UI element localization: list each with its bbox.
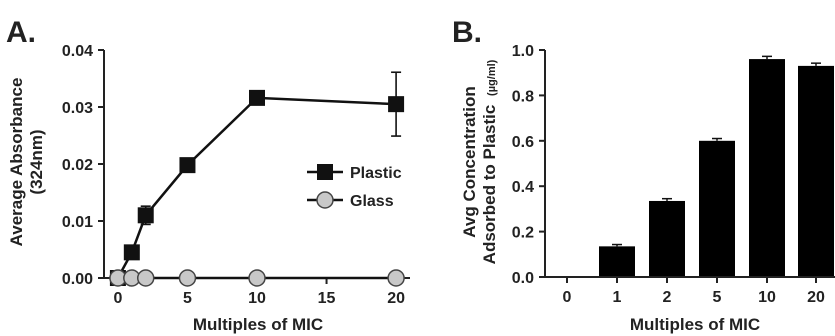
panel-a-x-tick-label: 10 <box>248 290 266 307</box>
series-plastic-line <box>116 96 397 279</box>
series-glass-point <box>248 269 266 287</box>
panel-b-y-tick-label: 0.6 <box>512 134 534 151</box>
series-plastic-point <box>123 244 140 261</box>
series-glass-point <box>387 269 405 287</box>
bar-20 <box>798 65 834 277</box>
panel-a-x-tick-label: 15 <box>318 290 336 307</box>
bar-10 <box>749 59 785 277</box>
panel-b-y-tick-label: 1.0 <box>512 43 534 60</box>
panel-b-y-axis-title: Avg Concentration Adsorbed to Plastic (µ… <box>460 59 499 264</box>
series-plastic-point <box>179 157 196 174</box>
legend-plastic-label: Plastic <box>350 165 402 182</box>
panel-a-x-tick-label: 0 <box>113 290 122 307</box>
panel-b-y-tick-label: 0.4 <box>512 179 534 196</box>
panel-a: A. Average Absorbance (324nm) 0.00 0.01 0.… <box>6 16 410 334</box>
legend-glass-label: Glass <box>350 193 394 210</box>
panel-a-y-tick-label: 0.01 <box>62 214 93 231</box>
panel-a-y-axis-title-line-2: (324nm) <box>27 129 46 194</box>
bar-2 <box>649 200 685 277</box>
panel-b-y-tick-label: 0.2 <box>512 225 534 242</box>
panel-a-y-tick-label: 0.03 <box>62 100 93 117</box>
panel-b-y-axis-title-line-2: Adsorbed to Plastic (µg/ml) <box>480 59 499 264</box>
panel-a-y-tick-label: 0.00 <box>62 271 93 288</box>
panel-b: B. Avg Concentration Adsorbed to Plastic… <box>452 16 835 334</box>
panel-b-x-tick-label: 10 <box>758 289 776 306</box>
panel-b-x-tick-label: 20 <box>807 289 825 306</box>
panel-a-legend: Plastic Glass <box>307 164 402 210</box>
panel-b-x-tick-label: 2 <box>663 289 672 306</box>
series-glass-point <box>178 269 197 287</box>
panel-b-y-axis-unit: (µg/ml) <box>486 59 498 96</box>
panel-a-y-tick-label: 0.04 <box>62 43 93 60</box>
panel-a-x-tick-label: 5 <box>183 290 192 307</box>
series-plastic-point <box>388 96 405 113</box>
bar-5 <box>699 140 735 277</box>
bar-1 <box>599 246 635 277</box>
series-plastic-point <box>137 207 154 224</box>
panel-b-x-tick-label: 0 <box>563 289 572 306</box>
legend-glass-marker <box>316 191 334 209</box>
panel-a-y-axis-title-line-1: Average Absorbance <box>7 78 26 247</box>
panel-a-label: A. <box>6 16 36 49</box>
series-glass-point <box>136 269 155 287</box>
panel-b-x-axis-title: Multiples of MIC <box>630 315 760 334</box>
series-plastic-point <box>249 89 265 106</box>
panel-b-x-tick-label: 5 <box>713 289 722 306</box>
panel-b-y-axis-title-line-1: Avg Concentration <box>460 86 479 237</box>
panel-a-x-axis-title: Multiples of MIC <box>193 315 323 334</box>
panel-b-y-tick-label: 0.8 <box>512 88 534 105</box>
panel-b-label: B. <box>452 16 482 49</box>
panel-a-y-axis-title: Average Absorbance (324nm) <box>7 78 46 247</box>
legend-plastic-marker <box>317 164 333 180</box>
panel-b-y-axis-title-text: Adsorbed to Plastic <box>480 105 499 265</box>
panel-a-x-tick-label: 20 <box>387 290 405 307</box>
panel-a-y-tick-label: 0.02 <box>62 157 93 174</box>
panel-b-x-tick-label: 1 <box>613 289 622 306</box>
panel-b-y-tick-label: 0.0 <box>512 270 534 287</box>
